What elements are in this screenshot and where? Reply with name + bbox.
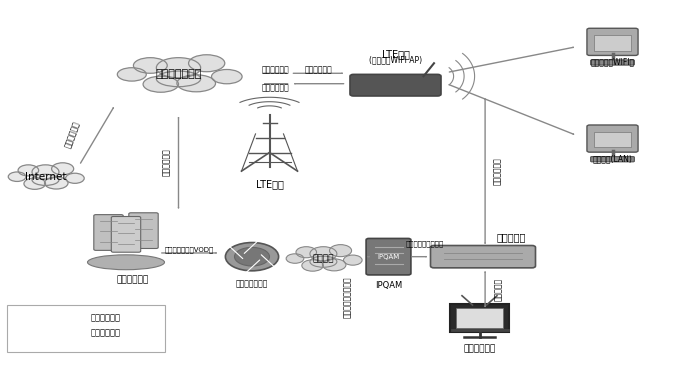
- Text: 互动点播需求: 互动点播需求: [162, 148, 171, 176]
- Text: 推流接收交换机: 推流接收交换机: [236, 279, 268, 288]
- FancyBboxPatch shape: [450, 304, 509, 332]
- Ellipse shape: [88, 255, 164, 270]
- Ellipse shape: [118, 68, 146, 81]
- Circle shape: [225, 243, 279, 271]
- Text: IPQAM: IPQAM: [377, 254, 400, 260]
- Text: 宽带上网流量: 宽带上网流量: [63, 120, 81, 149]
- Text: 宽带上网流量: 宽带上网流量: [261, 65, 289, 74]
- Ellipse shape: [24, 178, 46, 189]
- FancyBboxPatch shape: [111, 217, 141, 252]
- Text: 互动点播需求: 互动点播需求: [493, 157, 501, 185]
- Text: 调制成射频信号传输: 调制成射频信号传输: [406, 240, 444, 247]
- Text: IPQAM: IPQAM: [375, 281, 402, 290]
- Ellipse shape: [286, 254, 304, 263]
- Ellipse shape: [310, 247, 337, 261]
- Text: 点播视频流: 点播视频流: [494, 278, 503, 301]
- FancyBboxPatch shape: [594, 35, 631, 51]
- Text: 互动点播平台: 互动点播平台: [117, 275, 149, 284]
- FancyBboxPatch shape: [7, 305, 164, 352]
- Text: 宽带上网流量: 宽带上网流量: [304, 65, 332, 74]
- Ellipse shape: [156, 58, 201, 78]
- Ellipse shape: [32, 174, 59, 185]
- FancyBboxPatch shape: [430, 246, 536, 268]
- Ellipse shape: [177, 75, 216, 92]
- Text: (可以集成WIFI AP): (可以集成WIFI AP): [369, 55, 422, 64]
- Text: Internet: Internet: [25, 172, 66, 182]
- Ellipse shape: [344, 255, 362, 265]
- FancyBboxPatch shape: [594, 132, 631, 147]
- Text: 互动推流业务: 互动推流业务: [91, 314, 121, 323]
- Text: 城域网核心网络: 城域网核心网络: [155, 70, 202, 79]
- FancyBboxPatch shape: [456, 308, 503, 328]
- Text: 请求确认，传输VOD流: 请求确认，传输VOD流: [164, 246, 214, 253]
- Ellipse shape: [52, 163, 74, 175]
- FancyBboxPatch shape: [350, 74, 441, 96]
- Ellipse shape: [8, 172, 26, 182]
- FancyBboxPatch shape: [366, 238, 411, 275]
- Ellipse shape: [66, 173, 84, 183]
- Text: 宽带上网业务: 宽带上网业务: [91, 328, 121, 337]
- Ellipse shape: [302, 260, 323, 271]
- Text: 互动推流用户: 互动推流用户: [463, 344, 496, 353]
- Text: 用户机顶盒: 用户机顶盒: [496, 232, 526, 242]
- Text: 宽带用户(LAN): 宽带用户(LAN): [593, 154, 632, 163]
- Text: 宽带用户（WIFI）: 宽带用户（WIFI）: [590, 58, 635, 67]
- FancyBboxPatch shape: [129, 213, 158, 248]
- Ellipse shape: [134, 58, 167, 73]
- Text: 推流网络: 推流网络: [313, 254, 334, 263]
- FancyBboxPatch shape: [587, 28, 638, 55]
- Ellipse shape: [143, 76, 178, 92]
- FancyBboxPatch shape: [94, 215, 123, 250]
- Ellipse shape: [323, 259, 346, 271]
- Ellipse shape: [310, 256, 337, 267]
- Ellipse shape: [45, 177, 68, 189]
- Text: 互动点播需求: 互动点播需求: [261, 83, 289, 92]
- Ellipse shape: [296, 247, 316, 258]
- Text: LTE终端: LTE终端: [382, 49, 409, 59]
- FancyBboxPatch shape: [587, 125, 638, 152]
- Ellipse shape: [32, 165, 59, 179]
- Ellipse shape: [330, 245, 351, 257]
- Text: 调制成射频信号传输: 调制成射频信号传输: [344, 277, 352, 318]
- Ellipse shape: [211, 70, 242, 84]
- FancyBboxPatch shape: [591, 60, 634, 65]
- Ellipse shape: [18, 165, 38, 176]
- Ellipse shape: [156, 71, 201, 87]
- FancyBboxPatch shape: [591, 157, 634, 162]
- Circle shape: [234, 247, 270, 266]
- Text: LTE基站: LTE基站: [256, 179, 284, 189]
- Ellipse shape: [188, 55, 225, 72]
